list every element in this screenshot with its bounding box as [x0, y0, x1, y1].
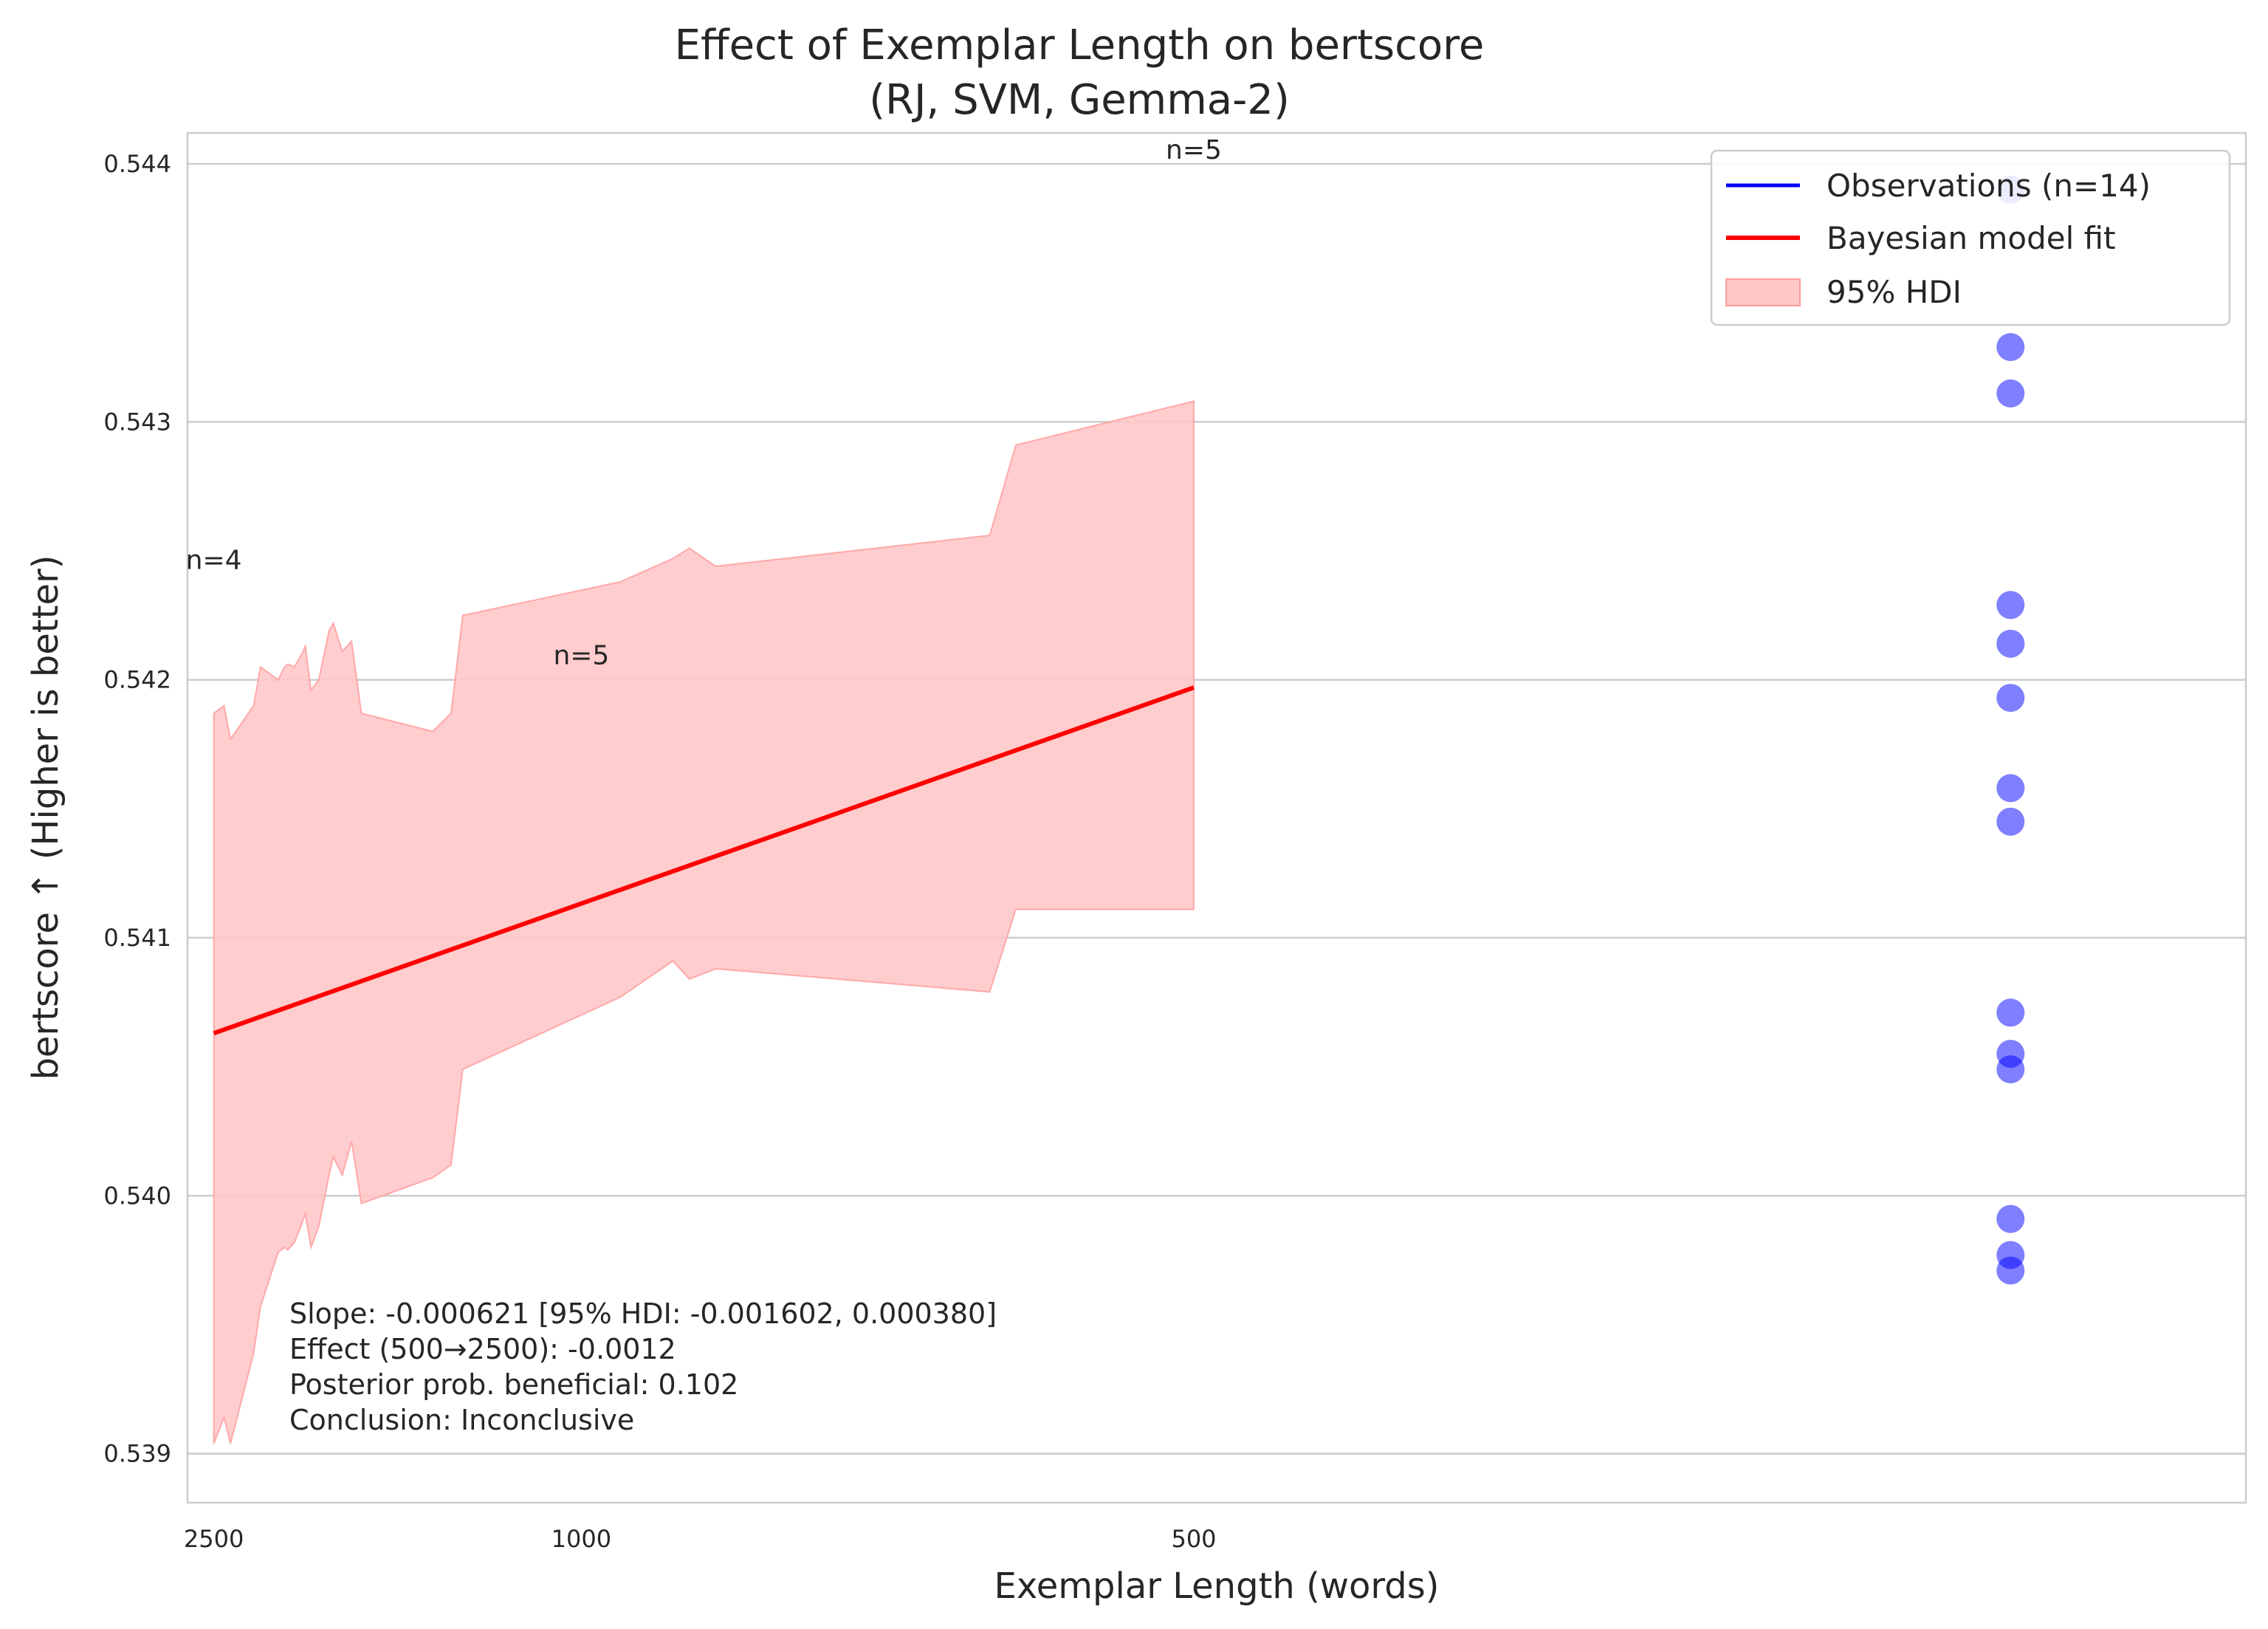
legend-observations-label: Observations (n=14): [1827, 168, 2151, 204]
observation-point: [1996, 379, 2025, 408]
chart-title-line-2: (RJ, SVM, Gemma-2): [869, 76, 1290, 124]
x-tick-label: 2500: [184, 1525, 244, 1553]
observation-point: [1996, 998, 2025, 1027]
hdi-band: [213, 400, 1195, 1444]
legend-frame: [1710, 149, 2231, 326]
y-tick-label: 0.544: [103, 150, 171, 178]
sample-size-label: n=5: [1166, 135, 1222, 165]
observation-point: [1996, 1204, 2025, 1233]
sample-size-label: n=4: [186, 545, 242, 575]
y-axis-label: bertscore ↑ (Higher is better): [25, 555, 66, 1080]
x-axis-label: Exemplar Length (words): [994, 1565, 1439, 1607]
x-tick-label: 1000: [551, 1525, 611, 1553]
y-tick-label: 0.541: [103, 924, 171, 952]
chart-title-line-1: Effect of Exemplar Length on bertscore: [675, 21, 1485, 69]
stats-slope: Slope: -0.000621 [95% HDI: -0.001602, 0.…: [289, 1297, 997, 1330]
y-tick-label: 0.542: [103, 666, 171, 694]
observation-point: [1996, 1055, 2025, 1084]
legend-hdi-icon: [1725, 278, 1801, 306]
stats-box-background: [276, 1294, 1081, 1452]
y-tick-label: 0.539: [103, 1440, 171, 1468]
sample-size-annotations: n=5 n=5 n=4: [186, 135, 1222, 671]
observation-point: [1996, 333, 2025, 361]
x-tick-labels: 500 1000 2500: [184, 1525, 1217, 1553]
y-tick-label: 0.543: [103, 408, 171, 436]
stats-box: Slope: -0.000621 [95% HDI: -0.001602, 0.…: [276, 1294, 1081, 1452]
legend-model-fit-label: Bayesian model fit: [1827, 220, 2116, 256]
stats-effect: Effect (500→2500): -0.0012: [289, 1333, 676, 1365]
model-fit-line: [213, 685, 1195, 1036]
y-tick-label: 0.540: [103, 1182, 171, 1210]
observation-point: [1996, 807, 2025, 836]
y-tick-labels: 0.539 0.540 0.541 0.542 0.543 0.544: [103, 150, 171, 1468]
stats-posterior: Posterior prob. beneficial: 0.102: [289, 1368, 738, 1401]
plot-area: 0.539 0.540 0.541 0.542 0.543 0.544 500 1000 25…: [103, 131, 2247, 1553]
observation-point: [1996, 629, 2025, 658]
observation-point: [1996, 684, 2025, 713]
x-tick-label: 500: [1171, 1525, 1216, 1553]
observation-point: [1996, 774, 2025, 803]
legend-hdi-label: 95% HDI: [1827, 274, 1962, 310]
observation-point: [1996, 591, 2025, 620]
stats-conclusion: Conclusion: Inconclusive: [289, 1404, 634, 1436]
observation-point: [1996, 1256, 2025, 1285]
legend: Observations (n=14) Bayesian model fit 9…: [1710, 149, 2231, 326]
sample-size-label: n=5: [553, 641, 609, 671]
